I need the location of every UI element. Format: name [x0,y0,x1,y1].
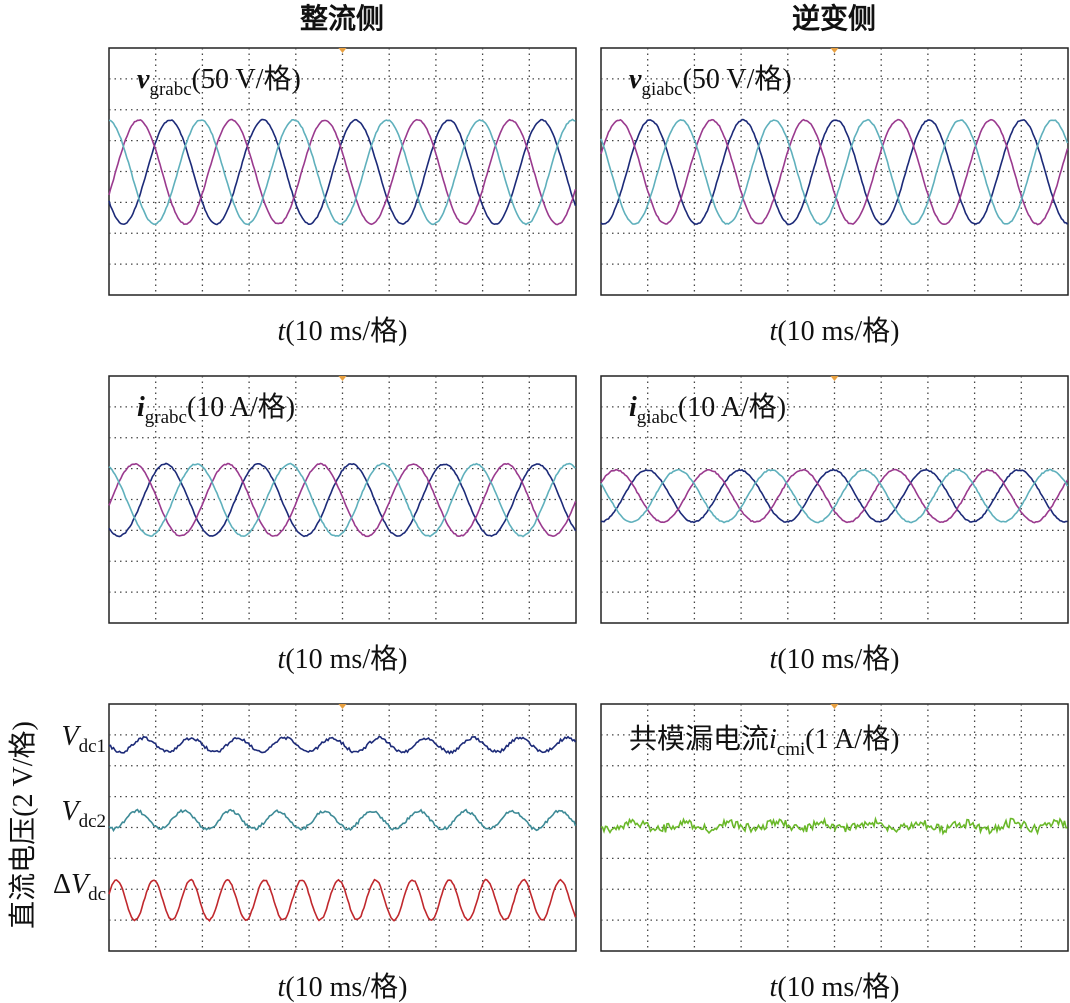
scope-panel [600,703,1069,952]
x-label-symbol: t [770,644,779,675]
x-label: t(10 ms/格) [770,315,900,347]
waveform-label: ΔVdc [53,869,106,905]
x-label-symbol: t [770,316,779,347]
waveform-label: igrabc(10 A/格) [137,391,295,428]
waveform [108,118,577,226]
trigger-marker [338,48,347,53]
x-label: t(10 ms/格) [278,643,408,675]
label-unit: (50 V/格) [192,63,301,95]
x-label-unit: (10 ms/格) [777,315,899,347]
waveform [108,735,577,755]
label-symbol: v [137,64,150,95]
waveform [108,118,577,226]
y-label: 直流电压(2 V/格) [7,721,39,929]
x-label-symbol: t [770,972,779,1003]
label-symbol: V [71,869,91,900]
waveform-label: Vdc1 [61,721,106,757]
x-label-symbol: t [278,972,287,1003]
label-subscript: dc2 [79,811,106,832]
label-prefix: Δ [53,869,71,900]
x-label-unit: (10 ms/格) [285,971,407,1003]
label-symbol: i [769,724,777,755]
trigger-marker [830,48,839,53]
label-unit: (10 A/格) [678,391,786,423]
waveform-label: igiabc(10 A/格) [629,391,786,428]
x-label-unit: (10 ms/格) [777,643,899,675]
trigger-marker [338,704,347,709]
x-label-symbol: t [278,644,287,675]
waveform [600,118,1069,226]
label-symbol: V [61,721,81,752]
waveform-label: vgiabc(50 V/格) [629,63,792,100]
scope-panel [108,47,577,296]
x-label-unit: (10 ms/格) [777,971,899,1003]
column-title: 整流侧 [300,3,384,35]
label-subscript: dc1 [79,736,106,757]
waveform [600,468,1069,524]
x-label: t(10 ms/格) [278,315,408,347]
label-subscript: grabc [149,79,191,100]
waveform [600,118,1069,226]
x-label-symbol: t [278,316,287,347]
x-label: t(10 ms/格) [770,643,900,675]
waveform [600,468,1068,524]
label-subscript: grabc [145,407,187,428]
label-symbol: V [61,796,81,827]
x-label-unit: (10 ms/格) [285,643,407,675]
trigger-marker [338,376,347,381]
scope-panel [600,375,1069,624]
label-subscript: dc [88,884,106,905]
waveform [600,468,1069,524]
scope-panel [600,47,1069,296]
waveform [108,462,577,538]
label-symbol: i [629,392,637,423]
column-title: 逆变侧 [792,2,876,35]
label-unit: (10 A/格) [187,391,295,423]
waveform-label: Vdc2 [61,796,106,832]
x-label: t(10 ms/格) [278,971,408,1003]
waveform [108,118,576,226]
x-label: t(10 ms/格) [770,971,900,1003]
label-subscript: giabc [637,407,678,428]
scope-panel [108,703,577,952]
waveform [108,462,577,538]
waveform [600,816,1068,836]
label-symbol: v [629,64,642,95]
x-label-unit: (10 ms/格) [285,315,407,347]
trigger-marker [830,376,839,381]
waveform [108,462,577,538]
waveform [108,808,577,833]
label-unit: (50 V/格) [683,63,792,95]
waveform [600,118,1069,226]
waveform-label: 共模漏电流icmi(1 A/格) [629,723,899,760]
waveform [108,878,577,922]
label-prefix: 共模漏电流 [629,723,769,755]
trigger-marker [830,704,839,709]
scope-panel [108,375,577,624]
waveform-label: vgrabc(50 V/格) [137,63,301,100]
label-unit: (1 A/格) [805,723,899,755]
label-subscript: cmi [777,739,806,760]
label-subscript: giabc [641,79,682,100]
label-symbol: i [137,392,145,423]
